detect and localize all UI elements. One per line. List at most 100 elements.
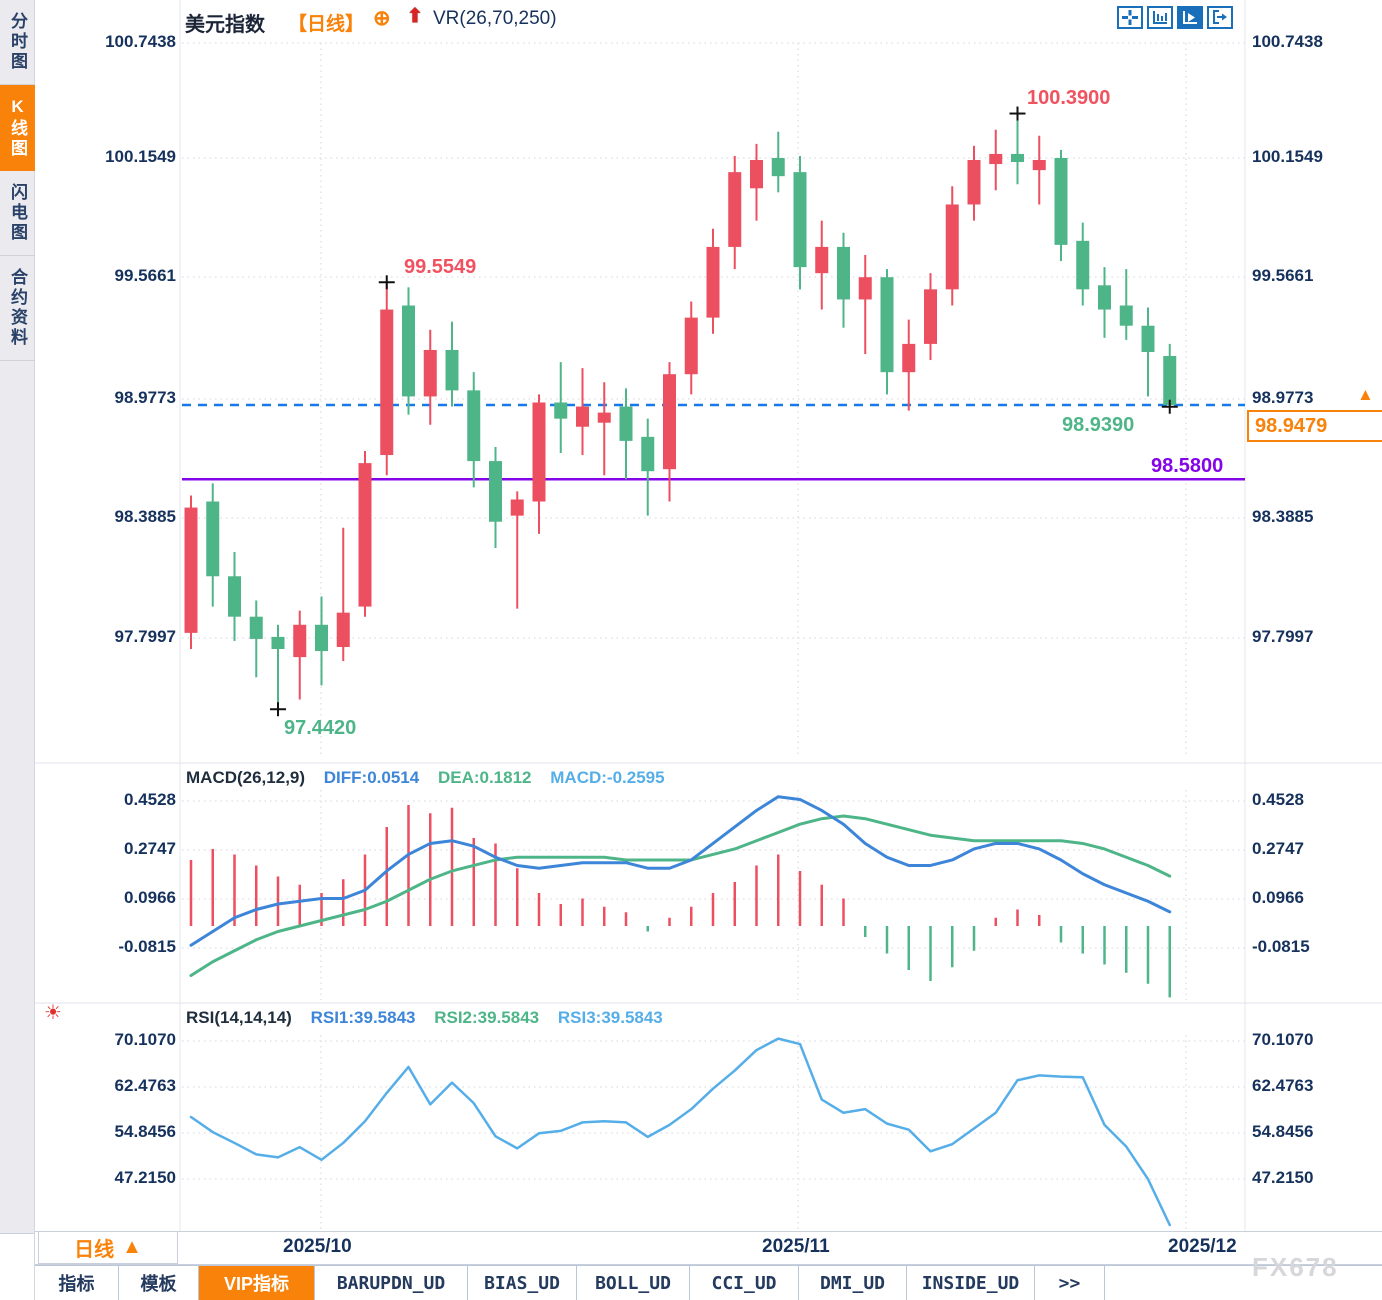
candle [684, 301, 698, 395]
add-indicator-icon[interactable]: ⊕ [373, 7, 391, 30]
bottom-tab--[interactable]: 模板 [119, 1266, 199, 1300]
rsi1-value: RSI1:39.5843 [310, 1008, 416, 1027]
candle [467, 372, 481, 488]
macd-diff-value: DIFF:0.0514 [323, 768, 420, 787]
candle [1098, 267, 1111, 338]
price-axis-label-right-2: 99.5661 [1252, 266, 1314, 285]
rsi-axis-label-left-3: 47.2150 [114, 1168, 176, 1187]
price-axis-label-left-3: 98.9773 [114, 388, 176, 407]
extreme-markers [270, 106, 1178, 717]
macd-axis-label-left-0: 0.4528 [124, 790, 176, 809]
macd-axis-label-left-2: 0.0966 [124, 888, 176, 907]
price-axis-label-right-3: 98.9773 [1252, 388, 1314, 407]
rsi-name[interactable]: RSI(14,14,14) [186, 1008, 292, 1027]
macd-axis-label-right-2: 0.0966 [1252, 888, 1304, 907]
candle [1011, 113, 1024, 185]
sidebar-item-kline[interactable]: K线图 [0, 85, 35, 171]
candle [184, 495, 198, 650]
candle [728, 155, 742, 270]
candle [1163, 343, 1177, 407]
candle [597, 382, 611, 476]
rsi-axis-label-left-0: 70.1070 [114, 1030, 176, 1049]
candle [1032, 135, 1046, 205]
candle [228, 552, 241, 641]
price-axis-label-right-5: 97.7997 [1252, 627, 1314, 646]
candle [750, 143, 763, 221]
candle [771, 131, 785, 193]
candle [1141, 307, 1155, 397]
sidebar-item-lightning[interactable]: 闪电图 [0, 171, 35, 256]
candle [837, 232, 850, 328]
macd-value: MACD:-0.2595 [550, 768, 665, 787]
crosshair-icon[interactable] [1117, 6, 1143, 29]
bottom-tab-BOLL_UD[interactable]: BOLL_UD [577, 1266, 690, 1300]
rsi-axis-label-right-1: 62.4763 [1252, 1076, 1314, 1095]
left-sidebar: 分时图 K线图 闪电图 合约资料 [0, 0, 35, 1300]
candle [380, 282, 394, 476]
candle [880, 269, 894, 395]
period-selector-arrow-icon: ▲ [122, 1236, 142, 1258]
candle [1076, 222, 1090, 306]
bottom-tab--[interactable]: 指标 [35, 1266, 119, 1300]
candle [793, 155, 807, 290]
candle [532, 394, 546, 534]
axis-play-icon[interactable] [1177, 6, 1203, 29]
bottom-tab-BIAS_UD[interactable]: BIAS_UD [468, 1266, 577, 1300]
bottom-tab-VIP-[interactable]: VIP指标 [199, 1266, 315, 1300]
xaxis-label-oct: 2025/10 [283, 1236, 352, 1257]
price-axis-label-right-1: 100.1549 [1252, 147, 1323, 166]
price-axis-label-left-4: 98.3885 [114, 507, 176, 526]
candle [967, 145, 981, 221]
macd-diff-line [189, 795, 1172, 947]
watermark-logo: FX678 [1252, 1252, 1339, 1282]
candle [815, 220, 829, 310]
candle [989, 129, 1003, 191]
period-tag[interactable]: 【日线】 [288, 14, 365, 35]
sidebar-item-contract-info[interactable]: 合约资料 [0, 256, 35, 361]
sidebar-corner-cell [0, 1233, 34, 1300]
macd-name[interactable]: MACD(26,12,9) [186, 768, 306, 787]
candle [271, 624, 285, 710]
axis-scale-icon[interactable] [1147, 6, 1173, 29]
price-axis-label-right-4: 98.3885 [1252, 507, 1314, 526]
candle [206, 483, 220, 607]
candle [293, 610, 307, 700]
macd-axis-label-left-1: 0.2747 [124, 839, 176, 858]
bottom-tab-BARUPDN_UD[interactable]: BARUPDN_UD [315, 1266, 468, 1300]
price-up-marker-icon: ▲ [1357, 385, 1374, 404]
annotation-low-98-9390: 98.9390 [1062, 414, 1135, 436]
symbol-title: 美元指数 [185, 14, 265, 36]
bottom-tab-CCI_UD[interactable]: CCI_UD [690, 1266, 799, 1300]
macd-dea-value: DEA:0.1812 [437, 768, 532, 787]
macd-series [189, 795, 1172, 998]
candle [249, 600, 263, 678]
exit-right-icon[interactable] [1207, 6, 1233, 29]
sidebar-item-timeshare[interactable]: 分时图 [0, 0, 35, 85]
rsi-series [189, 1037, 1171, 1227]
sun-icon[interactable]: ☀ [44, 1002, 62, 1024]
candle [663, 362, 676, 502]
macd-axis-label-right-0: 0.4528 [1252, 790, 1304, 809]
candle [315, 596, 328, 686]
bottom-tab-DMI_UD[interactable]: DMI_UD [799, 1266, 907, 1300]
period-selector[interactable]: 日线 ▲ [38, 1231, 178, 1264]
candle [1119, 269, 1133, 340]
macd-axis-label-right-3: -0.0815 [1252, 937, 1310, 956]
rsi-axis-label-left-2: 54.8456 [114, 1122, 176, 1141]
annotation-support-98-5800: 98.5800 [1151, 455, 1224, 477]
macd-axis-label-left-3: -0.0815 [118, 937, 176, 956]
candle [945, 186, 959, 306]
candle [489, 446, 502, 548]
candle [619, 388, 633, 480]
candle [1054, 149, 1068, 262]
candle [902, 319, 916, 411]
bottom-tab->>[interactable]: >> [1035, 1266, 1105, 1300]
vr-indicator-label[interactable]: VR(26,70,250) [433, 8, 557, 29]
candle [510, 491, 524, 609]
bottom-tab-INSIDE_UD[interactable]: INSIDE_UD [907, 1266, 1035, 1300]
annotation-high-99-5549: 99.5549 [404, 256, 477, 278]
price-axis-label-left-5: 97.7997 [114, 627, 176, 646]
price-axis-label-left-1: 100.1549 [105, 147, 176, 166]
